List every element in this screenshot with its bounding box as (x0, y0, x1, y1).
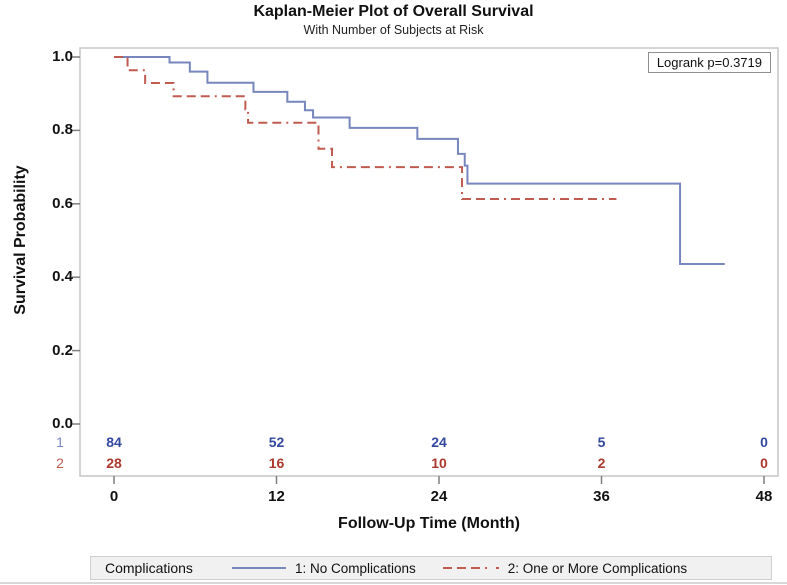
at-risk-row2-value: 16 (268, 455, 285, 471)
axis-tick-marks (72, 56, 765, 484)
chart-title: Kaplan-Meier Plot of Overall Survival (253, 3, 534, 20)
y-tick-label-0.0: 0.0 (52, 415, 73, 432)
x-tick-label-36: 36 (593, 488, 610, 505)
x-tick-label-0: 0 (109, 488, 119, 505)
x-axis-title: Follow-Up Time (Month) (338, 515, 520, 532)
y-axis-title: Survival Probability (12, 165, 29, 315)
y-tick-label-0.2: 0.2 (52, 341, 73, 359)
legend: Complications 1: No Complications 2: One… (90, 556, 772, 580)
at-risk-row1-value: 84 (106, 434, 122, 450)
bottom-rule (0, 582, 787, 584)
at-risk-row1-value: 52 (268, 434, 285, 450)
at-risk-row1-value: 0 (760, 434, 768, 450)
chart-subtitle: With Number of Subjects at Risk (303, 23, 484, 37)
at-risk-row1-value: 24 (431, 434, 447, 450)
at-risk-row2-value: 2 (597, 455, 606, 471)
x-tick-label-24: 24 (430, 488, 448, 505)
legend-solid-line-icon (231, 567, 286, 569)
plot-frame (79, 47, 779, 477)
y-tick-label-0.6: 0.6 (52, 194, 73, 212)
km-curve-group2 (114, 56, 617, 201)
x-tick-label-48: 48 (755, 488, 773, 505)
legend-title: Complications (105, 560, 193, 576)
at-risk-row2-label: 2 (56, 455, 64, 471)
km-curve-group1 (114, 56, 725, 265)
y-tick-label-0.4: 0.4 (52, 268, 73, 286)
legend-entry-group2: 2: One or More Complications (507, 560, 688, 576)
at-risk-row2-value: 0 (760, 455, 768, 471)
x-tick-label-12: 12 (268, 488, 285, 505)
at-risk-row2-value: 10 (431, 455, 447, 471)
km-curves (114, 56, 725, 265)
y-tick-label-1.0: 1.0 (52, 48, 73, 65)
legend-dashed-line-icon (442, 567, 499, 569)
logrank-pvalue-box: Logrank p=0.3719 (647, 52, 771, 73)
at-risk-row1-value: 5 (597, 434, 606, 450)
legend-entry-group1: 1: No Complications (294, 560, 416, 576)
y-tick-label-0.8: 0.8 (52, 121, 73, 139)
at-risk-row2-value: 28 (106, 455, 122, 471)
at-risk-row1-label: 1 (56, 434, 64, 450)
